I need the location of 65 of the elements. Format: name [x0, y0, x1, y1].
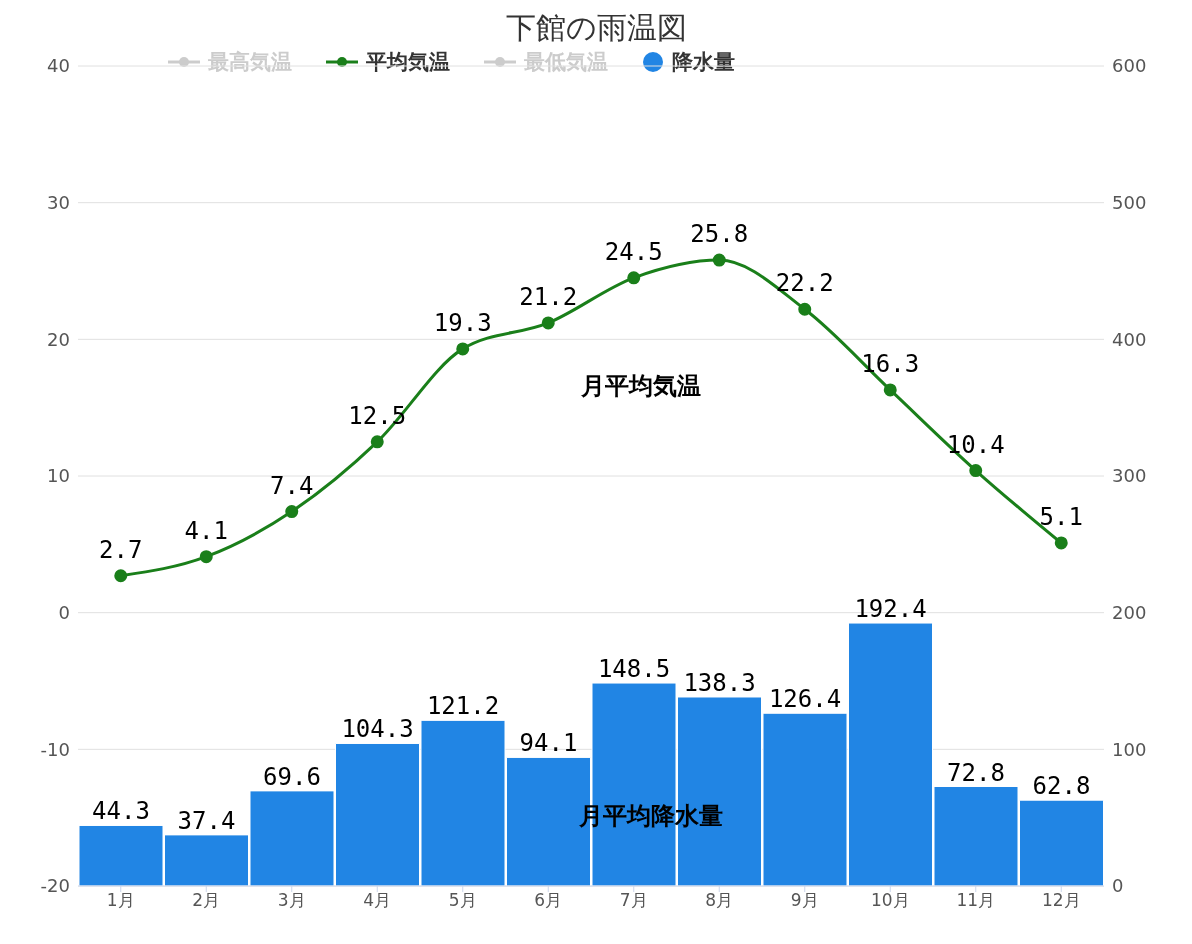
data-label: 121.2 [426, 692, 500, 721]
y2-tick-label: 300 [1112, 465, 1147, 487]
data-label: 148.5 [597, 655, 671, 684]
legend-label: 平均気温 [366, 49, 450, 76]
point [541, 316, 555, 330]
x-tick-label: 5月 [448, 890, 477, 911]
x-tick-label: 4月 [363, 890, 392, 911]
y2-tick-label: 500 [1112, 192, 1147, 214]
x-tick-label: 6月 [534, 890, 563, 911]
data-label: 4.1 [184, 516, 228, 545]
y-tick-label: 20 [47, 328, 70, 350]
point [199, 550, 213, 564]
point [969, 464, 983, 478]
data-label: 2.7 [99, 535, 143, 564]
y-tick-label: -10 [40, 738, 70, 760]
y2-tick-label: 600 [1112, 55, 1147, 77]
data-label: 21.2 [519, 282, 578, 311]
x-tick-label: 1月 [106, 890, 135, 911]
data-label: 192.4 [854, 595, 927, 624]
data-label: 62.8 [1032, 772, 1091, 801]
x-tick-label: 8月 [705, 890, 734, 911]
data-label: 104.3 [341, 715, 414, 744]
y-tick-label: 0 [58, 602, 70, 624]
y-tick-label: 10 [47, 465, 70, 487]
data-label: 22.2 [775, 269, 834, 298]
data-label: 24.5 [604, 237, 663, 266]
chart-title: 下館の雨温図 [504, 9, 688, 47]
data-label: 138.3 [683, 668, 756, 697]
y-tick-label: -20 [40, 875, 70, 897]
data-label: 44.3 [92, 797, 150, 826]
point [798, 302, 812, 316]
y2-tick-label: 200 [1112, 602, 1147, 624]
x-tick-label: 10月 [870, 890, 910, 911]
x-tick-label: 12月 [1041, 890, 1081, 911]
legend-label: 降水量 [672, 49, 735, 76]
y2-tick-label: 0 [1112, 875, 1124, 897]
data-label: 37.4 [177, 806, 236, 835]
point [370, 435, 384, 449]
data-label: 7.4 [270, 471, 314, 500]
point [627, 271, 641, 285]
x-tick-label: 9月 [790, 890, 819, 911]
point [456, 342, 470, 356]
x-tick-label: 7月 [619, 890, 648, 911]
data-label: 69.6 [263, 762, 321, 791]
point [285, 505, 299, 519]
point [114, 569, 128, 583]
x-tick-label: 11月 [956, 890, 996, 911]
data-label: 10.4 [946, 430, 1005, 459]
data-label: 25.8 [690, 220, 749, 249]
data-label: 94.1 [519, 729, 578, 758]
y2-tick-label: 100 [1112, 738, 1147, 760]
y-tick-label: 30 [47, 192, 70, 214]
point [883, 383, 897, 397]
x-tick-label: 2月 [192, 890, 221, 911]
data-label: 5.1 [1039, 502, 1083, 531]
annotation: 月平均気温 [581, 371, 701, 402]
point [1054, 536, 1068, 550]
y2-tick-label: 400 [1112, 328, 1147, 350]
x-tick-label: 3月 [277, 890, 306, 911]
data-label: 126.4 [768, 685, 842, 714]
y-tick-label: 40 [47, 55, 70, 77]
data-label: 72.8 [947, 758, 1005, 787]
data-label: 19.3 [433, 308, 492, 337]
data-label: 16.3 [861, 349, 920, 378]
point [712, 253, 726, 267]
